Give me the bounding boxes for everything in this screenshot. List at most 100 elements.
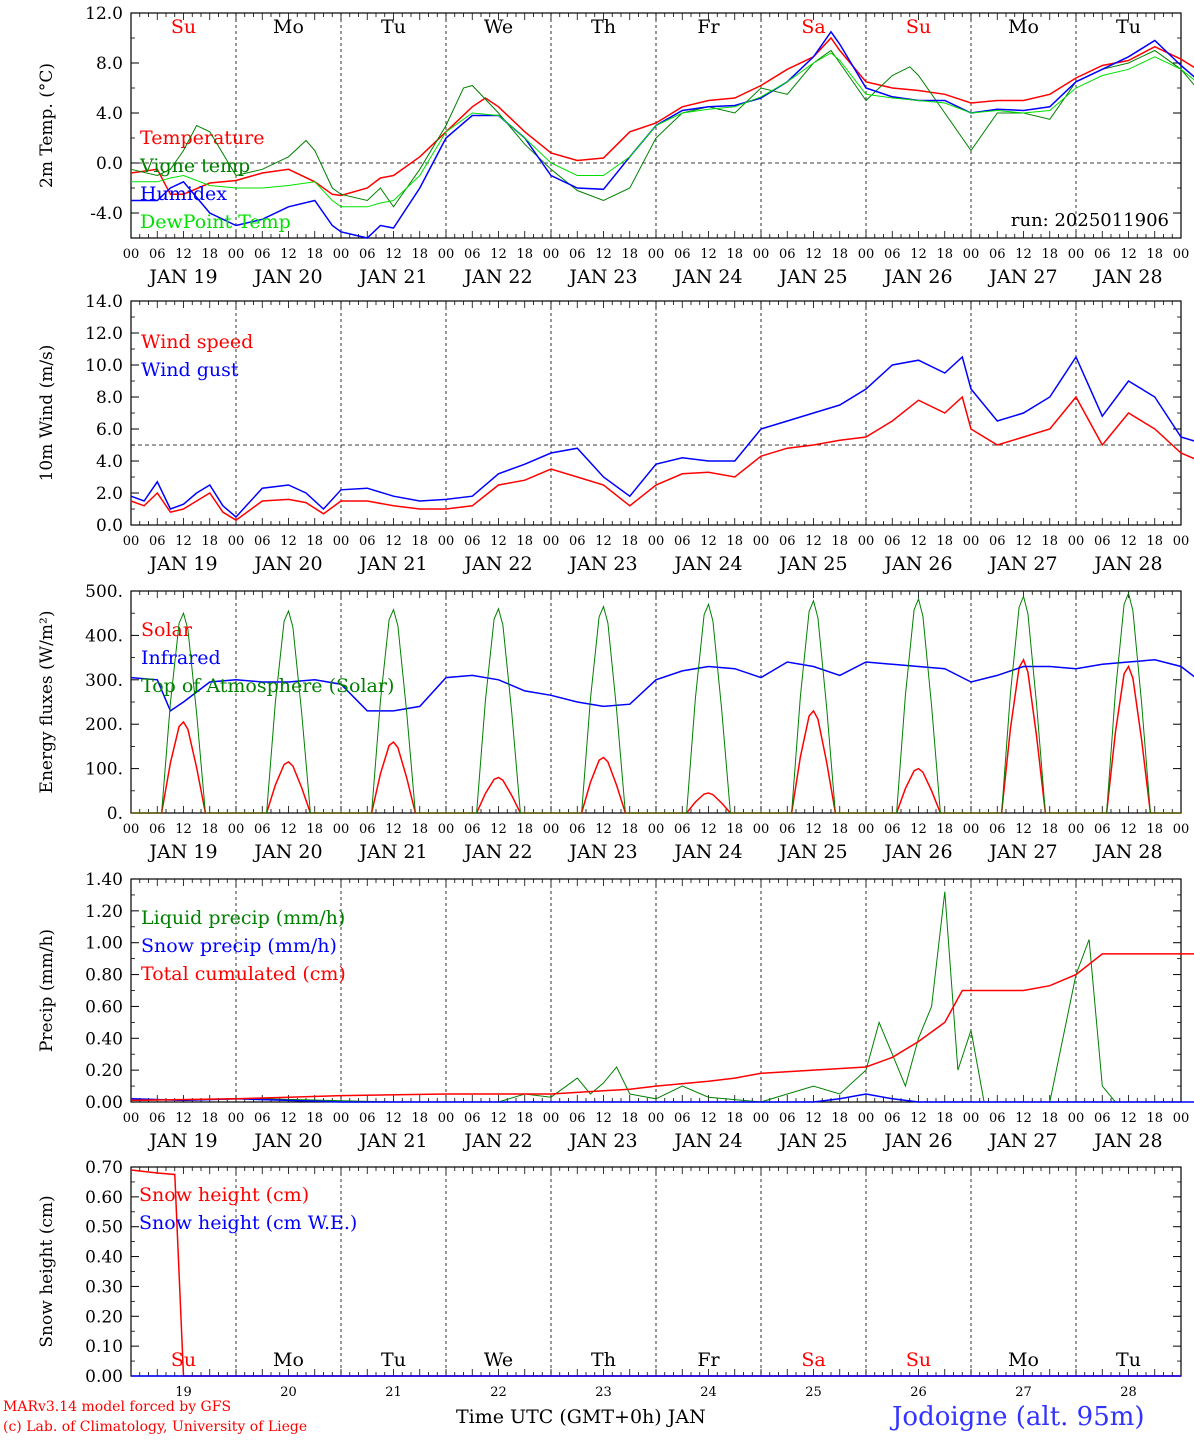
hour-label: 18 <box>306 247 323 262</box>
run-annotation: run: 2025011906 <box>1011 210 1169 231</box>
hour-label: 06 <box>884 247 901 262</box>
y-tick-label: 8.0 <box>96 54 123 74</box>
legend-entry: Total cumulated (cm) <box>141 963 346 985</box>
date-label: JAN 27 <box>987 553 1057 575</box>
hour-label: 18 <box>831 247 848 262</box>
y-tick-label: 0.70 <box>85 1158 123 1178</box>
day-name: Su <box>906 1349 931 1371</box>
hour-label: 00 <box>543 247 560 262</box>
hour-label: 12 <box>1015 247 1032 262</box>
hour-label: 12 <box>910 822 927 837</box>
date-label: JAN 21 <box>357 841 427 863</box>
hour-label: 06 <box>1094 1111 1111 1126</box>
hour-label: 06 <box>149 1111 166 1126</box>
hour-label: 18 <box>201 1111 218 1126</box>
hour-label: 06 <box>989 534 1006 549</box>
hour-label: 18 <box>411 247 428 262</box>
series-line-top-of-atmosphere-solar- <box>131 591 1181 814</box>
day-number: 23 <box>595 1385 612 1400</box>
series-line-humidex <box>131 30 1194 239</box>
hour-label: 06 <box>1094 534 1111 549</box>
hour-label: 12 <box>595 247 612 262</box>
date-label: JAN 24 <box>672 553 742 575</box>
hour-label: 06 <box>779 247 796 262</box>
station-name: Jodoigne (alt. 95m) <box>892 1402 1145 1432</box>
hour-label: 18 <box>306 534 323 549</box>
hour-label: 06 <box>359 247 376 262</box>
hour-label: 12 <box>490 1111 507 1126</box>
hour-label: 18 <box>306 1111 323 1126</box>
hour-label: 00 <box>963 534 980 549</box>
hour-label: 18 <box>831 534 848 549</box>
hour-label: 12 <box>805 822 822 837</box>
hour-label: 00 <box>1173 822 1190 837</box>
x-axis-title: Time UTC (GMT+0h) JAN <box>456 1406 706 1428</box>
date-label: JAN 23 <box>567 1130 637 1152</box>
hour-label: 18 <box>1041 534 1058 549</box>
date-label: JAN 27 <box>987 841 1057 863</box>
y-tick-label: 200. <box>85 715 123 735</box>
y-tick-label: 12.0 <box>85 324 123 344</box>
date-label: JAN 25 <box>777 266 847 288</box>
day-name: Mo <box>1008 16 1039 38</box>
day-name: Su <box>171 16 196 38</box>
day-number: 26 <box>910 1385 927 1400</box>
hour-label: 00 <box>228 534 245 549</box>
day-name: Su <box>906 16 931 38</box>
date-label: JAN 26 <box>882 1130 952 1152</box>
hour-label: 06 <box>464 822 481 837</box>
y-tick-label: 0.60 <box>85 1188 123 1208</box>
hour-label: 00 <box>753 822 770 837</box>
legend-entry: Liquid precip (mm/h) <box>141 907 345 929</box>
day-number: 24 <box>700 1385 717 1400</box>
hour-label: 12 <box>175 534 192 549</box>
y-axis-title: Precip (mm/h) <box>37 929 57 1052</box>
y-tick-label: 0.60 <box>85 997 123 1017</box>
hour-label: 06 <box>779 534 796 549</box>
hour-label: 06 <box>254 822 271 837</box>
panel-3: 500. 400. 300. 200. 100. 0. Energy fluxes (W/m… <box>37 582 1194 863</box>
y-tick-label: 500. <box>85 582 123 602</box>
hour-label: 12 <box>910 534 927 549</box>
date-label: JAN 20 <box>252 1130 322 1152</box>
day-number: 27 <box>1015 1385 1032 1400</box>
y-tick-label: 0.20 <box>85 1061 123 1081</box>
day-number: 25 <box>805 1385 822 1400</box>
panel-2: 14.0 12.0 10.0 8.0 6.0 4.0 2.0 0.0 10m Wind (m/s… <box>37 292 1194 575</box>
hour-label: 00 <box>123 822 140 837</box>
date-label: JAN 22 <box>462 553 532 575</box>
legend-entry: Solar <box>141 619 193 641</box>
date-label: JAN 23 <box>567 841 637 863</box>
hour-label: 12 <box>280 1111 297 1126</box>
hour-label: 18 <box>516 534 533 549</box>
date-label: JAN 25 <box>777 1130 847 1152</box>
panel-1: 12.0 8.0 4.0 0.0 -4.0 2m Temp. (°C) Temperatur… <box>37 4 1194 288</box>
hour-label: 06 <box>254 247 271 262</box>
hour-label: 00 <box>333 247 350 262</box>
hour-label: 12 <box>1015 822 1032 837</box>
hour-label: 18 <box>1146 822 1163 837</box>
hour-label: 12 <box>1120 534 1137 549</box>
series-line-wind-gust <box>130 355 1194 519</box>
hour-label: 00 <box>858 534 875 549</box>
hour-label: 00 <box>858 247 875 262</box>
hour-label: 18 <box>1041 1111 1058 1126</box>
y-tick-label: 0.40 <box>85 1029 123 1049</box>
hour-label: 00 <box>648 822 665 837</box>
legend-entry: Vigne temp <box>139 155 250 177</box>
hour-label: 12 <box>595 534 612 549</box>
hour-label: 18 <box>726 1111 743 1126</box>
hour-label: 18 <box>621 534 638 549</box>
hour-label: 00 <box>1068 822 1085 837</box>
hour-label: 18 <box>1146 1111 1163 1126</box>
hour-label: 00 <box>543 534 560 549</box>
date-label: JAN 21 <box>357 553 427 575</box>
y-axis-title: 10m Wind (m/s) <box>37 345 57 482</box>
day-number: 21 <box>385 1385 402 1400</box>
hour-label: 00 <box>858 1111 875 1126</box>
day-number: 19 <box>175 1385 192 1400</box>
day-number: 22 <box>490 1385 507 1400</box>
hour-label: 12 <box>385 1111 402 1126</box>
hour-label: 18 <box>1041 822 1058 837</box>
